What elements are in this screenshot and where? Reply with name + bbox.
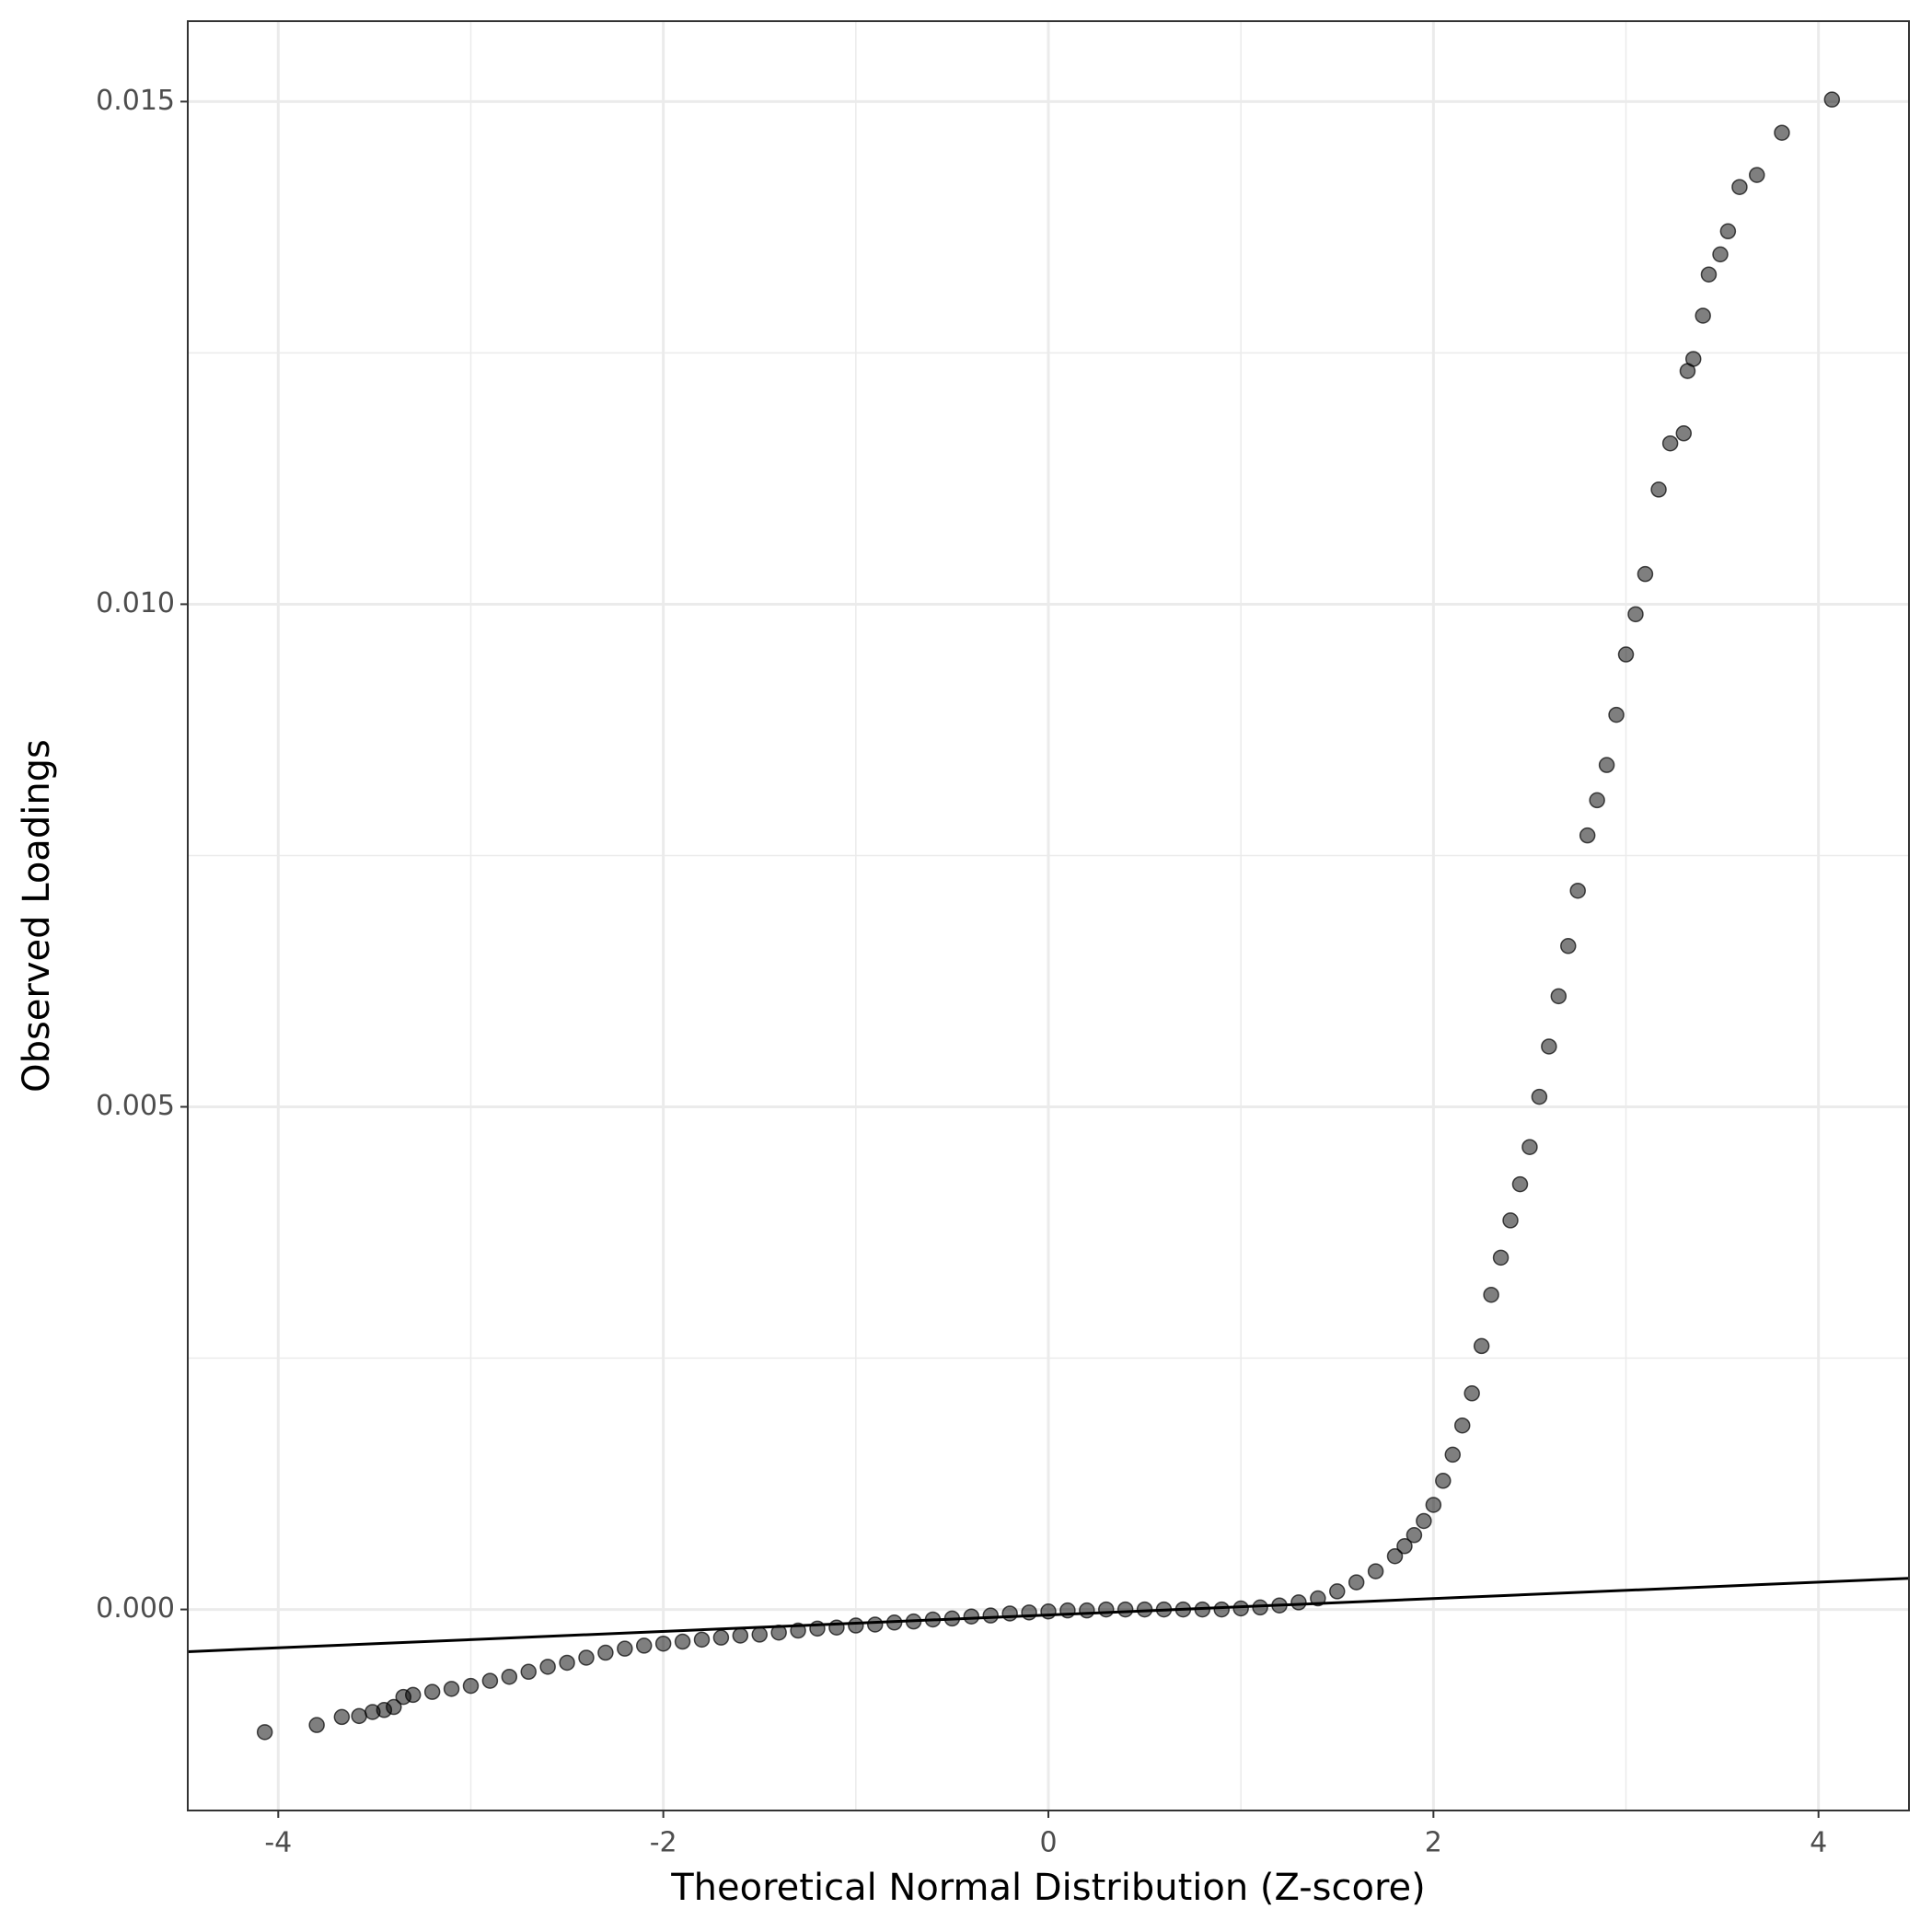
x-tick-label: -2 [650, 1827, 677, 1859]
point [1627, 606, 1644, 623]
point [1569, 882, 1586, 899]
point [1541, 1038, 1557, 1055]
point [1473, 1337, 1490, 1355]
point [1719, 223, 1737, 240]
point [1531, 1088, 1548, 1105]
point [1608, 706, 1625, 723]
point [1416, 1512, 1432, 1530]
point [1290, 1594, 1307, 1611]
point [982, 1607, 999, 1624]
point [1617, 646, 1635, 663]
point [1425, 1497, 1442, 1513]
x-tick-label: 4 [1810, 1827, 1827, 1859]
point [501, 1668, 518, 1685]
point [963, 1608, 980, 1625]
point [578, 1649, 595, 1666]
y-tick-label: 0.000 [96, 1592, 175, 1625]
point [1453, 1417, 1471, 1434]
point [1560, 938, 1577, 954]
point [481, 1672, 499, 1689]
point [1040, 1603, 1057, 1620]
point [1502, 1212, 1519, 1229]
point [1650, 481, 1667, 498]
point [1483, 1286, 1499, 1303]
point [1700, 266, 1718, 283]
y-axis-title: Observed Loadings [16, 739, 58, 1093]
point [732, 1627, 749, 1644]
point [828, 1619, 845, 1636]
point [256, 1724, 273, 1741]
point [1774, 124, 1790, 141]
x-tick-label: 0 [1039, 1827, 1057, 1859]
point [1021, 1604, 1037, 1621]
point [1348, 1574, 1365, 1591]
y-tick-label: 0.010 [96, 587, 175, 619]
y-tick-label: 0.015 [96, 85, 175, 117]
point [751, 1626, 768, 1643]
point [1232, 1600, 1249, 1617]
x-tick-label: 2 [1425, 1827, 1442, 1859]
point [333, 1708, 351, 1726]
point [1367, 1563, 1384, 1579]
point [1444, 1446, 1462, 1463]
point [1550, 988, 1568, 1005]
point [1098, 1601, 1115, 1618]
point [1116, 1601, 1134, 1618]
point [1675, 425, 1693, 442]
point [1579, 827, 1596, 844]
point [1521, 1139, 1538, 1155]
point [1001, 1605, 1018, 1622]
point [462, 1677, 480, 1695]
panel-border [187, 20, 1910, 1811]
point [1637, 565, 1654, 583]
point [1396, 1538, 1413, 1555]
point [1329, 1583, 1346, 1600]
point [386, 1698, 402, 1716]
point [1731, 179, 1748, 195]
point [539, 1659, 556, 1675]
point [674, 1633, 691, 1650]
point [1386, 1547, 1404, 1565]
point [308, 1717, 325, 1733]
point [1435, 1473, 1452, 1489]
y-tick-label: 0.005 [96, 1090, 175, 1122]
point [1213, 1601, 1231, 1618]
point [1823, 91, 1841, 108]
point [404, 1686, 422, 1704]
point [635, 1637, 653, 1654]
point [559, 1654, 575, 1672]
point [617, 1640, 633, 1657]
point [1712, 246, 1729, 263]
x-axis-title: Theoretical Normal Distribution (Z-score… [670, 1867, 1426, 1909]
x-tick-label: -4 [264, 1827, 292, 1859]
point [1463, 1385, 1480, 1402]
point [351, 1707, 367, 1725]
point [1598, 757, 1615, 773]
point [1684, 351, 1702, 367]
point [712, 1629, 730, 1646]
point [1511, 1175, 1529, 1193]
point [520, 1663, 537, 1681]
point [1589, 792, 1605, 809]
point [693, 1631, 711, 1649]
point [423, 1683, 441, 1700]
point [654, 1635, 672, 1652]
point [1406, 1527, 1423, 1544]
point [443, 1681, 460, 1697]
point [1661, 434, 1679, 452]
point [597, 1644, 614, 1661]
point [1079, 1602, 1095, 1619]
point [1492, 1249, 1510, 1267]
point [1749, 167, 1765, 183]
point [866, 1616, 884, 1633]
point [848, 1617, 864, 1634]
reference-line [188, 1577, 1909, 1653]
point [1695, 307, 1711, 324]
